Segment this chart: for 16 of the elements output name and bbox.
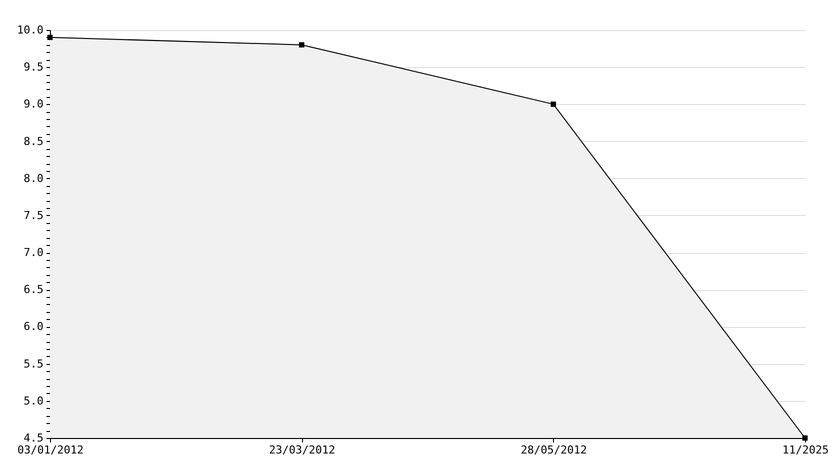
y-tick-label: 7.5 xyxy=(24,208,44,222)
y-tick-label: 8.0 xyxy=(24,172,44,185)
y-tick-label: 5.5 xyxy=(24,357,44,370)
y-tick-label: 7.0 xyxy=(24,246,44,260)
x-tick-label: 11/2025 xyxy=(782,444,829,456)
y-tick-label: 9.0 xyxy=(24,98,44,111)
y-tick-label: 9.5 xyxy=(24,60,44,74)
y-tick-label: 5.0 xyxy=(24,394,44,408)
y-tick-label: 10.0 xyxy=(17,24,44,36)
y-tick-label: 6.0 xyxy=(24,320,44,334)
x-tick-label: 28/05/2012 xyxy=(520,444,587,456)
x-tick-label: 03/01/2012 xyxy=(17,444,84,456)
y-tick-label: 6.5 xyxy=(24,283,44,296)
x-tick-label: 23/03/2012 xyxy=(269,444,336,456)
y-tick-label: 8.5 xyxy=(24,134,44,148)
y-tick-label: 4.5 xyxy=(24,432,44,444)
